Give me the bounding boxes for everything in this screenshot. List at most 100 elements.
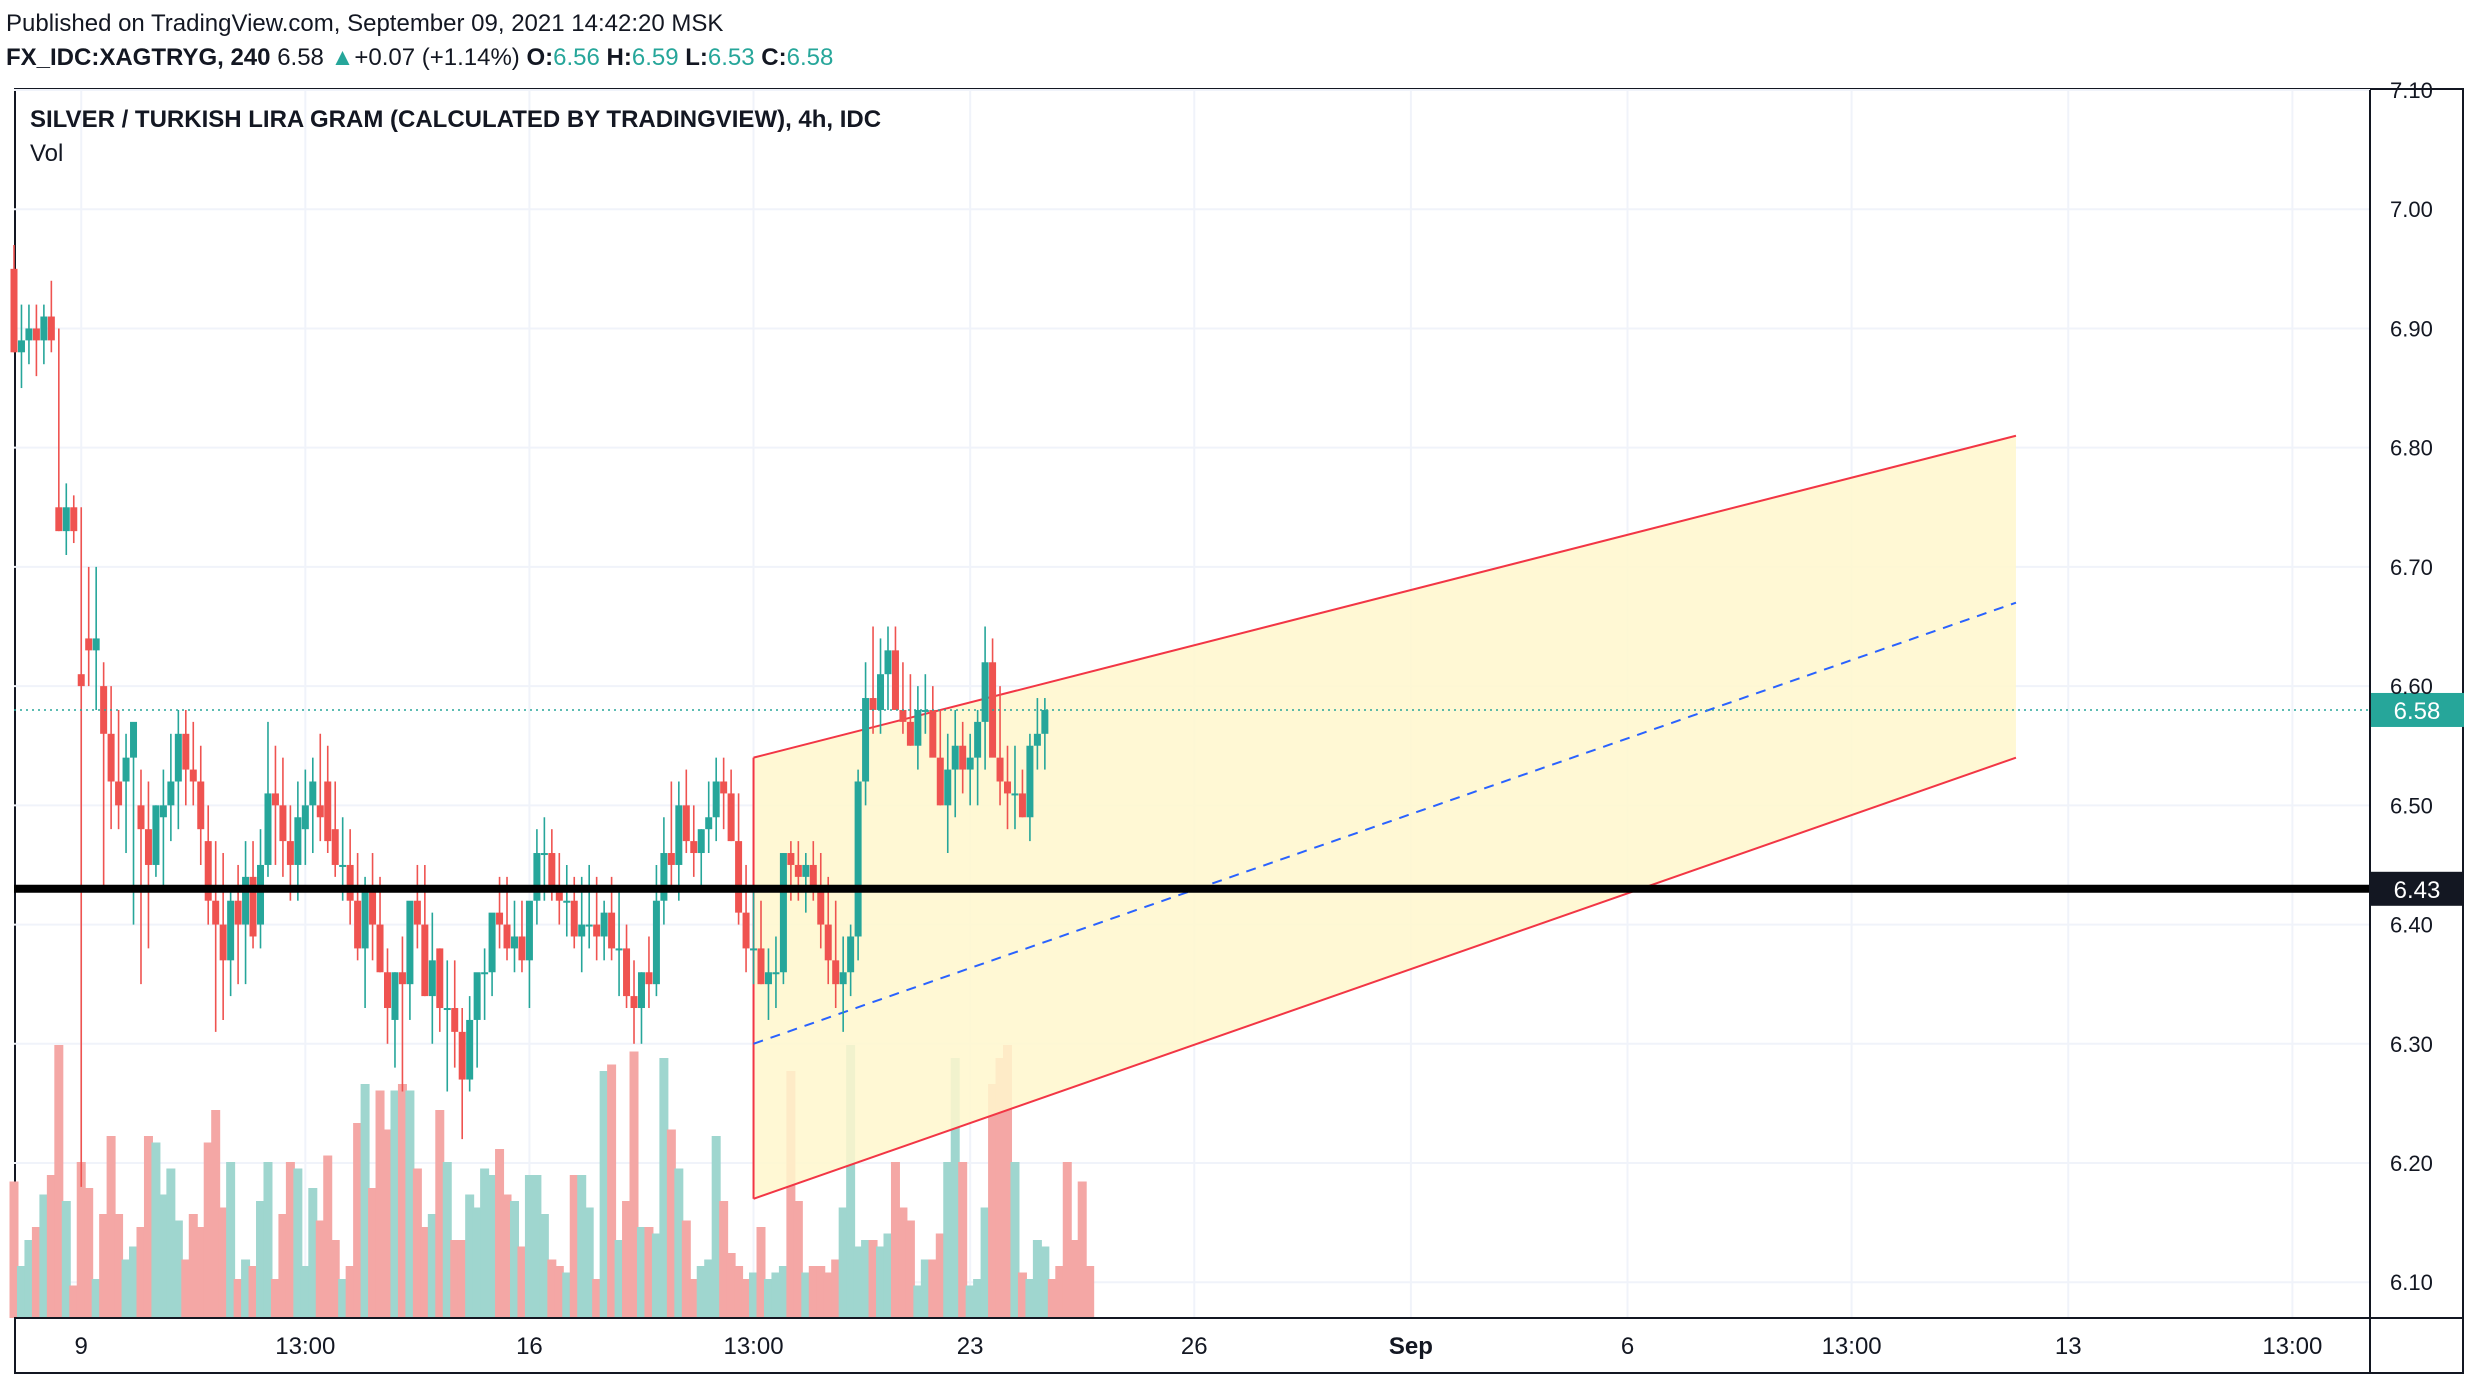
volume-bar: [1085, 1266, 1095, 1318]
candle-body: [593, 924, 601, 937]
candle-body: [309, 781, 317, 806]
candle-body: [25, 328, 33, 341]
volume-bar: [143, 1136, 153, 1318]
volume-bar: [472, 1207, 482, 1318]
volume-bar: [838, 1207, 848, 1318]
candle-body: [47, 316, 55, 341]
volume-bar: [129, 1246, 139, 1318]
volume-bar: [988, 1084, 998, 1318]
y-tick-label: 7.00: [2390, 197, 2433, 222]
volume-bar: [853, 1246, 863, 1318]
candle-body: [652, 900, 660, 985]
candle-body: [1026, 745, 1034, 818]
candle-body: [630, 996, 638, 1009]
candle-body: [242, 876, 250, 925]
volume-bar: [681, 1220, 691, 1318]
candle-body: [548, 853, 556, 889]
channel-upper-line: [753, 434, 2017, 759]
volume-bar: [569, 1175, 579, 1318]
volume-bar: [457, 1240, 467, 1318]
candle-body: [1041, 709, 1049, 734]
candle-body: [839, 972, 847, 985]
volume-bar: [293, 1168, 303, 1318]
volume-bar: [136, 1227, 146, 1318]
candle-body: [361, 888, 369, 949]
candle-body: [32, 328, 40, 341]
candle-body: [682, 805, 690, 842]
candle-body: [279, 805, 287, 842]
volume-bar: [166, 1168, 176, 1318]
candle-body: [152, 805, 160, 865]
channel-midline: [753, 601, 2017, 1045]
volume-bar: [711, 1136, 721, 1318]
volume-bar: [965, 1285, 975, 1318]
x-tick-label: 13:00: [2262, 1333, 2322, 1360]
candle-body: [660, 853, 668, 901]
candle-body: [1033, 733, 1041, 746]
volume-bar: [846, 1045, 856, 1318]
y-tick-label: 6.50: [2390, 793, 2433, 818]
candle-body: [219, 924, 227, 961]
volume-bar: [487, 1175, 497, 1318]
candle-body: [877, 674, 885, 710]
price-levels[interactable]: 6.43 6.58: [14, 692, 2464, 906]
volume-bar: [345, 1266, 355, 1318]
volume-bar: [211, 1110, 221, 1318]
candle-body: [391, 972, 399, 1020]
candle-body: [869, 698, 877, 710]
quote-line: FX_IDC:XAGTRYG, 240 6.58 ▲+0.07 (+1.14%)…: [6, 44, 833, 72]
volume-bar: [427, 1214, 437, 1318]
up-arrow-icon: ▲: [330, 44, 355, 71]
volume-bar: [435, 1110, 445, 1318]
volume-bar: [644, 1227, 654, 1318]
volume-bar: [629, 1051, 639, 1318]
volume-bar: [353, 1123, 363, 1318]
volume-bars: [9, 1045, 1095, 1318]
volume-bar: [539, 1214, 549, 1318]
volume-bar: [442, 1162, 452, 1318]
volume-bar: [547, 1259, 557, 1318]
y-tick-label: 6.60: [2390, 674, 2433, 699]
candle-body: [115, 781, 123, 806]
candle-body: [667, 853, 675, 865]
candle-body: [413, 900, 421, 925]
y-tick-label: 6.30: [2390, 1032, 2433, 1057]
candle-body: [62, 507, 70, 532]
candle-body: [675, 805, 683, 865]
candle-body: [623, 948, 631, 997]
candle-body: [809, 864, 817, 889]
candle-body: [585, 924, 593, 927]
volume-bar: [151, 1142, 161, 1318]
candle-body: [212, 900, 220, 925]
candle-body: [167, 781, 175, 806]
volume-bar: [659, 1058, 669, 1318]
candle-body: [921, 709, 929, 712]
volume-bar: [577, 1175, 587, 1318]
volume-bar: [270, 1279, 280, 1318]
candle-body: [130, 721, 138, 758]
candle-body: [1011, 793, 1019, 796]
volume-bar: [315, 1220, 325, 1318]
candle-body: [421, 924, 429, 997]
candle-body: [518, 936, 526, 961]
candle-body: [496, 912, 504, 925]
candle-body: [466, 1019, 474, 1080]
volume-bar: [308, 1188, 318, 1318]
candle-body: [996, 757, 1004, 782]
volume-bar: [913, 1285, 923, 1318]
trend-channel[interactable]: [752, 434, 2017, 1200]
volume-bar: [84, 1188, 94, 1318]
channel-lower-line: [753, 756, 2017, 1200]
candle-body: [137, 805, 145, 830]
candle-body: [488, 912, 496, 973]
candle-body: [944, 769, 952, 806]
candle-body: [294, 817, 302, 865]
x-tick-label: 13: [2055, 1333, 2082, 1360]
candle-body: [862, 698, 870, 782]
volume-bar: [338, 1279, 348, 1318]
volume-bar: [188, 1214, 198, 1318]
volume-bar: [1070, 1240, 1080, 1318]
volume-bar: [636, 1227, 646, 1318]
volume-bar: [218, 1207, 228, 1318]
